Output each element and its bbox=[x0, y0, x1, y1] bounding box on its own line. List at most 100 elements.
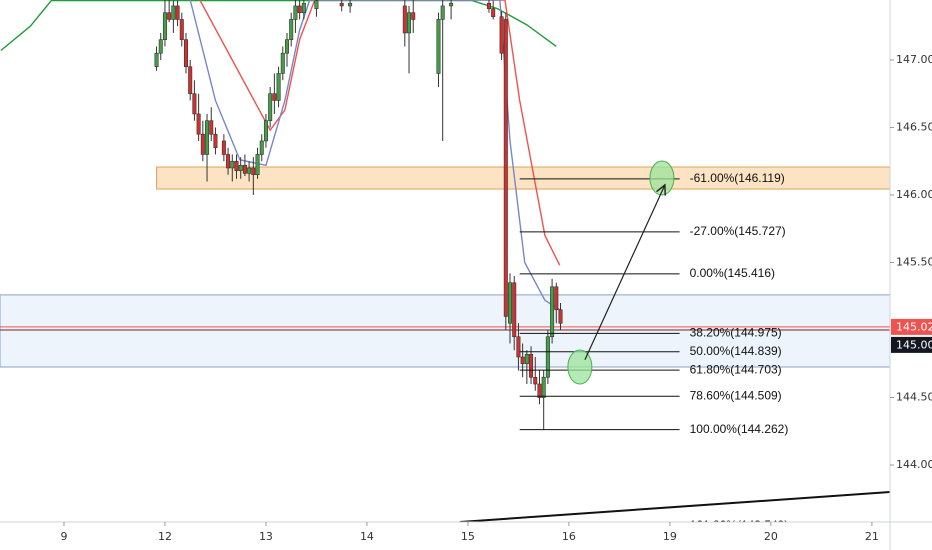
candle-body bbox=[255, 154, 260, 176]
fib-label: 61.80%(144.703) bbox=[690, 362, 782, 376]
candle-body bbox=[558, 309, 563, 324]
price-badge bbox=[891, 318, 932, 335]
candle-body bbox=[158, 39, 163, 54]
candle-body bbox=[284, 39, 289, 54]
fib-label: 50.00%(144.839) bbox=[690, 344, 782, 358]
candle-body bbox=[503, 19, 508, 317]
moving-average bbox=[189, 0, 561, 311]
candle-body bbox=[516, 336, 521, 358]
candle-body bbox=[529, 354, 534, 378]
candle-body bbox=[339, 2, 344, 7]
candle-body bbox=[293, 5, 298, 20]
candle-body bbox=[213, 133, 218, 149]
candle-body bbox=[520, 356, 525, 365]
candle-body bbox=[512, 282, 517, 338]
candle-body bbox=[541, 376, 546, 398]
candle-body bbox=[263, 120, 268, 142]
candle-body bbox=[411, 12, 416, 20]
candle-body bbox=[272, 93, 277, 101]
zone bbox=[0, 294, 890, 368]
y-tick-label: 146.000 bbox=[896, 188, 932, 201]
candle-body bbox=[297, 5, 302, 13]
candle-body bbox=[226, 154, 231, 169]
trendline bbox=[459, 491, 890, 522]
target-ellipse bbox=[567, 349, 593, 385]
axes: 144.000 144.500 145.500 146.000 146.500 147.0… bbox=[60, 53, 932, 543]
y-tick-label: 144.500 bbox=[896, 391, 932, 404]
candle-body bbox=[242, 164, 247, 174]
candle-body bbox=[402, 5, 407, 34]
y-tick-label: 146.500 bbox=[896, 120, 932, 133]
fib-label: 100.00%(144.262) bbox=[690, 422, 789, 436]
fib-label: 38.20%(144.975) bbox=[690, 326, 782, 340]
candle-body bbox=[491, 8, 496, 18]
x-tick-label: 16 bbox=[562, 530, 576, 543]
candle-body bbox=[545, 336, 550, 378]
price-badge-label: 145.000 bbox=[896, 338, 932, 351]
price-badge bbox=[891, 336, 932, 353]
fib-label: -61.00%(146.119) bbox=[690, 171, 785, 185]
candle-body bbox=[449, 2, 454, 7]
candle-body bbox=[348, 2, 353, 7]
candle-body bbox=[301, 2, 306, 13]
x-tick-label: 9 bbox=[60, 530, 67, 543]
candle-body bbox=[234, 160, 239, 171]
candle-body bbox=[537, 383, 542, 398]
x-tick-label: 12 bbox=[158, 530, 172, 543]
y-tick-label: 145.500 bbox=[896, 255, 932, 268]
candle-body bbox=[154, 52, 159, 68]
candle-body bbox=[436, 19, 441, 74]
candle-body bbox=[200, 133, 205, 155]
candle-body bbox=[167, 12, 172, 20]
candle-body bbox=[162, 12, 167, 40]
moving-average bbox=[0, 0, 557, 52]
candle-body bbox=[247, 167, 252, 174]
candle-body bbox=[276, 73, 281, 101]
fib-label: 78.60%(144.509) bbox=[690, 388, 782, 402]
candle-body bbox=[230, 160, 235, 169]
x-tick-label: 15 bbox=[461, 530, 475, 543]
price-badge-label: 145.023 bbox=[896, 320, 932, 333]
candle-body bbox=[251, 167, 256, 176]
x-tick-label: 21 bbox=[865, 530, 879, 543]
plot-area: -61.00%(146.119) -27.00%(145.727) 0.00%(14… bbox=[0, 0, 890, 532]
candle-body bbox=[550, 286, 555, 338]
y-tick-label: 147.000 bbox=[896, 53, 932, 66]
x-tick-label: 19 bbox=[663, 530, 677, 543]
x-tick-label: 13 bbox=[259, 530, 273, 543]
projection-arrow bbox=[584, 185, 665, 360]
candle-body bbox=[289, 19, 294, 40]
x-tick-label: 14 bbox=[360, 530, 374, 543]
candle-body bbox=[508, 282, 513, 324]
candle-body bbox=[533, 376, 538, 385]
candle-body bbox=[179, 19, 184, 40]
candle-body bbox=[221, 140, 226, 155]
zone bbox=[156, 166, 890, 190]
candle-body bbox=[192, 93, 197, 115]
moving-average bbox=[199, 0, 561, 266]
fib-label: -27.00%(145.727) bbox=[690, 224, 786, 238]
candle-body bbox=[554, 286, 559, 311]
fib-label: 161.80%(143.549) bbox=[690, 518, 789, 532]
candle-body bbox=[209, 120, 214, 135]
y-tick-label: 144.000 bbox=[896, 458, 932, 471]
fib-label: 0.00%(145.416) bbox=[690, 266, 775, 280]
candle-body bbox=[486, 2, 491, 9]
candle-body bbox=[183, 39, 188, 68]
candle-body bbox=[175, 5, 180, 20]
candle-body bbox=[171, 5, 176, 20]
x-tick-label: 20 bbox=[764, 530, 778, 543]
candle-body bbox=[280, 52, 285, 74]
candle-body bbox=[314, 0, 319, 9]
candle-body bbox=[440, 5, 445, 20]
candle-body bbox=[188, 66, 193, 95]
candle-body bbox=[407, 12, 412, 34]
candle-body bbox=[259, 140, 264, 155]
candle-body bbox=[238, 164, 243, 171]
candle-body bbox=[268, 93, 273, 122]
target-ellipse bbox=[649, 160, 675, 196]
candle-body bbox=[196, 113, 201, 135]
candle-body bbox=[499, 16, 504, 54]
candle-body bbox=[524, 354, 529, 365]
